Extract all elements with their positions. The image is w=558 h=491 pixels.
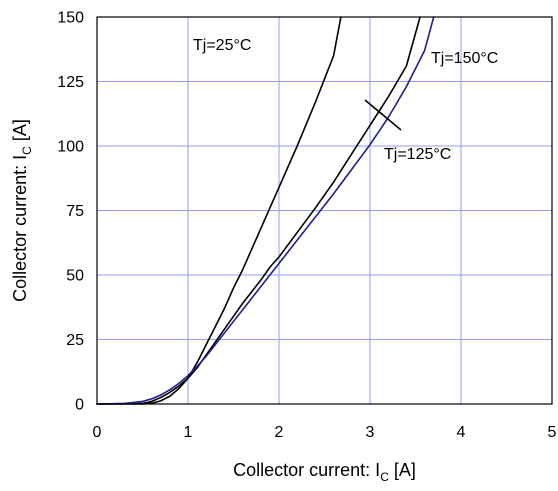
grid-lines — [97, 17, 552, 404]
x-tick-label-3: 3 — [366, 424, 375, 441]
y-tick-label-6: 150 — [57, 10, 84, 27]
x-tick-label-5: 5 — [548, 424, 557, 441]
x-tick-label-1: 1 — [184, 424, 193, 441]
y-axis-title: Collector current: IC [A] — [10, 119, 34, 302]
annotations: Tj=25°C Tj=150°C Tj=125°C — [193, 37, 498, 163]
x-axis-title-subscript: C — [380, 470, 389, 484]
y-tick-label-4: 100 — [57, 139, 84, 156]
series-line-2 — [96, 16, 435, 405]
y-tick-label-2: 50 — [66, 268, 84, 285]
annotation-tj125-leader — [364, 99, 402, 131]
annotation-tj125: Tj=125°C — [384, 146, 451, 163]
x-tick-label-0: 0 — [93, 424, 102, 441]
y-tick-label-0: 0 — [75, 397, 84, 414]
series-lines — [96, 16, 435, 405]
y-tick-label-1: 25 — [66, 332, 84, 349]
y-axis-title-subscript: C — [20, 146, 34, 155]
plot-frame — [96, 16, 553, 405]
x-axis-title-unit: [A] — [389, 460, 416, 480]
x-tick-label-4: 4 — [457, 424, 466, 441]
series-line-1 — [96, 16, 421, 405]
y-axis-title-main: Collector current: I — [10, 155, 30, 302]
x-tick-label-2: 2 — [275, 424, 284, 441]
y-axis-title-unit: [A] — [10, 119, 30, 146]
x-axis-title: Collector current: IC [A] — [233, 460, 416, 484]
x-axis-title-main: Collector current: I — [233, 460, 380, 480]
y-tick-label-5: 125 — [57, 74, 84, 91]
annotation-tj150: Tj=150°C — [431, 50, 498, 67]
series-line-0 — [96, 16, 342, 405]
annotation-tj25: Tj=25°C — [193, 37, 251, 54]
y-tick-label-3: 75 — [66, 203, 84, 220]
